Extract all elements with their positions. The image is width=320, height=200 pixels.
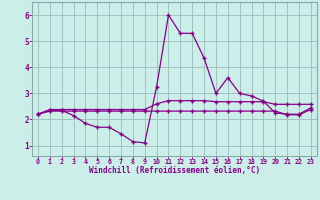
X-axis label: Windchill (Refroidissement éolien,°C): Windchill (Refroidissement éolien,°C) [89, 166, 260, 175]
